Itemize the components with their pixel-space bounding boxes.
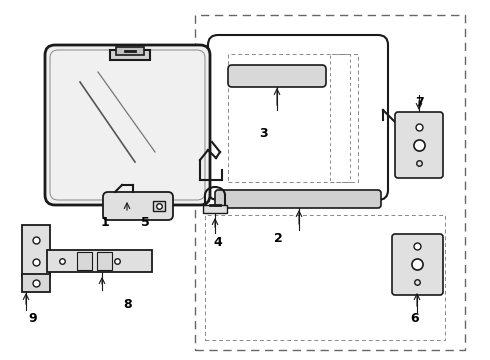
Bar bbox=[116, 47, 144, 55]
Bar bbox=[110, 50, 150, 60]
Bar bbox=[330, 54, 350, 182]
Bar bbox=[228, 54, 358, 182]
Text: 9: 9 bbox=[29, 311, 37, 324]
Text: 4: 4 bbox=[214, 235, 222, 248]
Text: 2: 2 bbox=[273, 231, 282, 244]
FancyBboxPatch shape bbox=[392, 234, 443, 295]
Bar bbox=[22, 274, 50, 292]
Bar bbox=[77, 252, 92, 270]
Bar bbox=[153, 201, 165, 211]
Bar bbox=[47, 250, 152, 272]
Bar bbox=[97, 252, 112, 270]
Bar bbox=[203, 205, 227, 213]
FancyBboxPatch shape bbox=[228, 65, 326, 87]
Text: 7: 7 bbox=[416, 95, 424, 108]
Text: 1: 1 bbox=[100, 216, 109, 229]
FancyBboxPatch shape bbox=[45, 45, 210, 205]
Bar bbox=[205, 215, 445, 340]
Text: 5: 5 bbox=[141, 216, 149, 229]
FancyBboxPatch shape bbox=[395, 112, 443, 178]
FancyBboxPatch shape bbox=[208, 35, 388, 200]
Bar bbox=[22, 225, 50, 277]
FancyBboxPatch shape bbox=[103, 192, 173, 220]
Bar bbox=[195, 15, 465, 350]
Text: 3: 3 bbox=[259, 126, 268, 140]
Text: 6: 6 bbox=[411, 311, 419, 324]
Text: 8: 8 bbox=[123, 298, 132, 311]
FancyBboxPatch shape bbox=[215, 190, 381, 208]
